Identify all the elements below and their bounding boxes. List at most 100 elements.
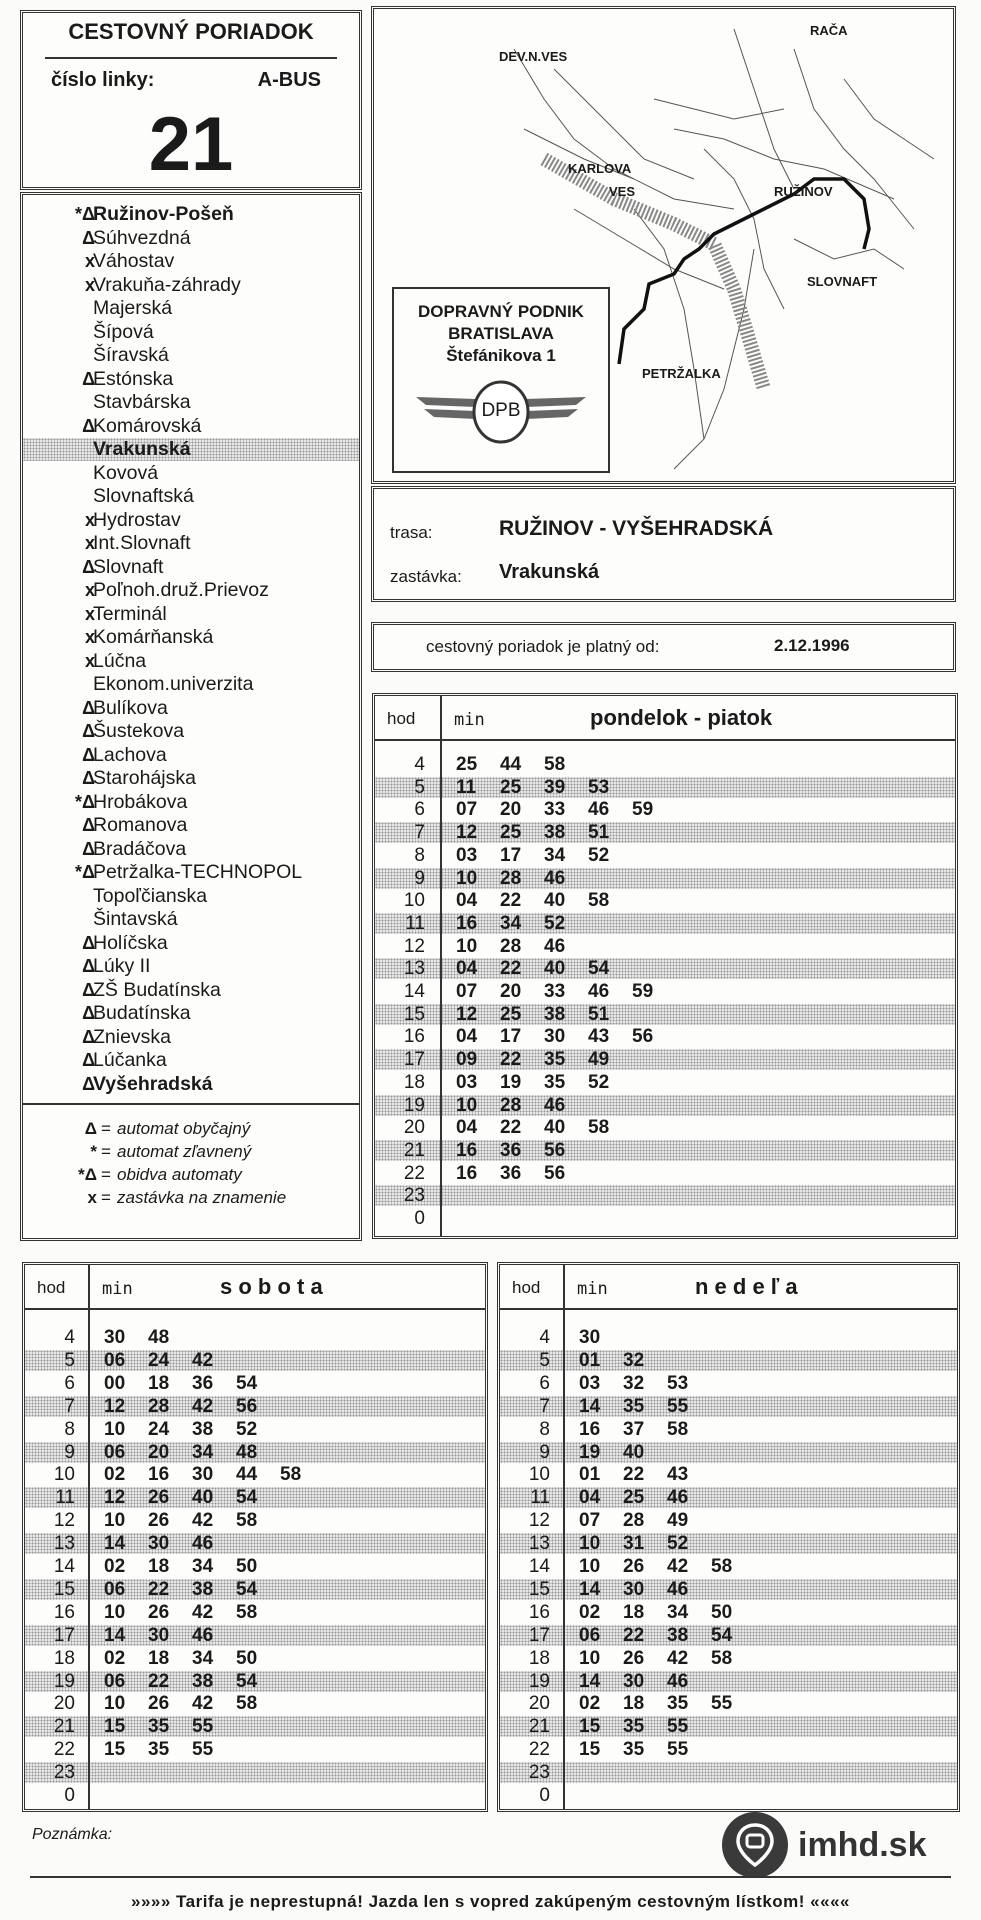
stop-name: Kovová: [93, 461, 159, 484]
minute-cell: 10: [456, 935, 478, 957]
hour-row: 5 06 24 42: [25, 1349, 485, 1371]
minute-cell: 55: [711, 1693, 733, 1715]
minute-cell: 42: [192, 1510, 214, 1532]
minute-cell: 38: [667, 1624, 689, 1646]
stop-item: Δ Romanova: [23, 814, 359, 837]
minute-cell: 07: [456, 981, 478, 1002]
minute-cell: 00: [104, 1372, 126, 1394]
map-label-dev-n-ves: DEV.N.VES: [499, 49, 568, 64]
line-label: číslo linky:: [51, 69, 155, 91]
stop-mark: Δ: [82, 1003, 95, 1023]
minute-cell: 32: [623, 1349, 645, 1371]
hour-cell: 22: [53, 1739, 75, 1761]
stop-item: x Poľnoh.druž.Prievoz: [23, 579, 359, 602]
minute-cell: 49: [667, 1510, 689, 1532]
minute-cell: 22: [500, 890, 522, 912]
hour-cell: 17: [403, 1049, 425, 1071]
timetable-weekday: hod min pondelok - piatok 4 25 44 58 5 11 25 39 53 6…: [372, 693, 958, 1239]
minute-cell: 35: [148, 1739, 170, 1761]
stop-mark: Δ: [82, 956, 95, 976]
current-stop: Vrakunská: [499, 561, 600, 583]
minute-cell: 12: [104, 1395, 126, 1417]
stop-item: Δ Znievska: [23, 1026, 359, 1049]
hour-cell: 11: [55, 1487, 75, 1509]
minute-cell: 30: [192, 1464, 214, 1486]
hour-column-header: hod: [37, 1278, 66, 1297]
stop-mark: *Δ: [75, 862, 95, 882]
stop-mark: Δ: [82, 838, 95, 859]
map-graphic: [513, 28, 935, 470]
stop-name: Znievska: [93, 1025, 172, 1048]
hour-cell: 20: [528, 1693, 550, 1715]
hour-row: 17 06 22 38 54: [500, 1624, 957, 1646]
stop-mark: x: [84, 627, 95, 647]
minute-cell: 46: [544, 935, 566, 957]
hour-row: 11 12 26 40 54: [25, 1487, 485, 1509]
minute-cell: 51: [588, 1003, 610, 1025]
minute-cell: 42: [192, 1395, 214, 1417]
minute-cell: 56: [544, 1139, 566, 1161]
imhd-logo[interactable]: imhd.sk: [722, 1812, 926, 1878]
timetable-sunday: hod min n e d e ľ a 4 30 5 01 32 6 03 32 53 7 14 35 55 8…: [497, 1262, 960, 1812]
minute-cell: 30: [544, 1026, 566, 1048]
minute-cell: 12: [456, 822, 478, 844]
hour-cell: 11: [530, 1487, 550, 1509]
stop-item: Majerská: [23, 297, 359, 320]
stop-item: Šintavská: [23, 908, 359, 931]
minute-cell: 48: [148, 1327, 170, 1348]
minute-cell: 28: [500, 1094, 522, 1116]
minute-cell: 56: [544, 1162, 566, 1184]
minute-cell: 55: [667, 1395, 689, 1417]
stop-item: Δ Lachova: [23, 744, 359, 767]
minute-cell: 04: [456, 958, 478, 980]
hour-row: 7 14 35 55: [500, 1395, 957, 1417]
minute-cell: 17: [500, 844, 522, 866]
minute-cell: 03: [456, 844, 478, 866]
hour-cell: 7: [64, 1395, 75, 1417]
legend-equals: =: [101, 1142, 111, 1161]
minute-cell: 04: [456, 1117, 478, 1139]
map-label-ruzinov: RUŽINOV: [774, 184, 833, 199]
stop-name: Lúky II: [93, 955, 151, 977]
minute-cell: 34: [192, 1647, 214, 1669]
minute-cell: 26: [623, 1647, 645, 1669]
hour-cell: 22: [528, 1739, 550, 1761]
hour-cell: 8: [539, 1418, 550, 1440]
hour-row: 19 14 30 46: [500, 1670, 957, 1692]
hour-column-header: hod: [512, 1278, 541, 1297]
legend-equals: =: [101, 1119, 111, 1138]
hour-cell: 9: [414, 867, 425, 889]
minute-cell: 09: [456, 1049, 478, 1071]
minute-cell: 10: [104, 1418, 126, 1440]
legend-mark: *Δ: [78, 1165, 97, 1184]
minute-cell: 10: [104, 1601, 126, 1623]
minute-cell: 34: [192, 1556, 214, 1577]
minute-cell: 38: [544, 1003, 566, 1025]
minute-cell: 39: [544, 776, 566, 798]
stop-mark: Δ: [82, 932, 95, 953]
hour-cell: 6: [414, 799, 425, 821]
hour-cell: 21: [528, 1716, 550, 1738]
stop-mark: Δ: [82, 1026, 95, 1047]
minute-cell: 46: [544, 1094, 566, 1116]
hour-cell: 12: [528, 1510, 550, 1532]
stop-mark: x: [84, 533, 95, 553]
hour-cell: 23: [53, 1762, 75, 1784]
hour-cell: 12: [403, 935, 425, 957]
stop-mark: x: [84, 509, 95, 530]
minute-cell: 28: [623, 1510, 645, 1532]
brand-name: imhd.sk: [798, 1825, 927, 1864]
hour-cell: 23: [528, 1762, 550, 1784]
minute-cell: 30: [148, 1533, 170, 1555]
minute-cell: 18: [148, 1556, 170, 1577]
stop-name: Petržalka-TECHNOPOL: [93, 861, 303, 883]
minute-cell: 20: [148, 1441, 170, 1463]
minute-cell: 46: [588, 981, 610, 1002]
minute-cell: 46: [667, 1487, 689, 1509]
stop-name: Lúčna: [93, 649, 147, 672]
hour-cell: 19: [53, 1670, 75, 1692]
hour-column-header: hod: [387, 709, 416, 728]
stop-mark: Δ: [82, 556, 95, 577]
map-label-raca: RAČA: [810, 23, 848, 38]
minute-cell: 07: [456, 799, 478, 821]
